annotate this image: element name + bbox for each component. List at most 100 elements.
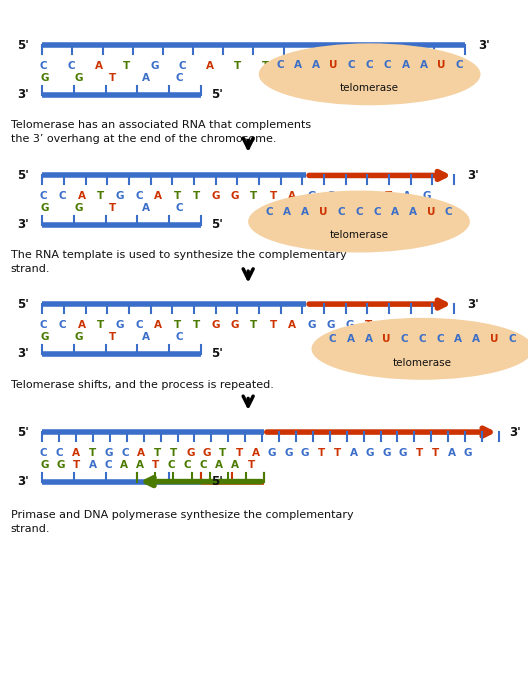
Text: C: C <box>135 320 143 330</box>
Text: 3': 3' <box>478 39 489 52</box>
Text: C: C <box>456 60 463 69</box>
Text: A: A <box>78 320 86 330</box>
Text: A: A <box>312 60 320 69</box>
Text: A: A <box>142 204 150 213</box>
Text: C: C <box>200 460 208 470</box>
Text: G: G <box>317 61 325 71</box>
Text: T: T <box>219 448 227 458</box>
Text: A: A <box>95 61 103 71</box>
Text: 3': 3' <box>467 169 479 182</box>
Text: telomerase: telomerase <box>340 83 399 93</box>
Text: 3': 3' <box>17 475 29 488</box>
Text: T: T <box>73 460 80 470</box>
Text: G: G <box>345 191 354 201</box>
Text: A: A <box>72 448 80 458</box>
Text: G: G <box>268 448 276 458</box>
Text: G: G <box>428 61 436 71</box>
Text: G: G <box>186 448 195 458</box>
Text: G: G <box>56 460 65 470</box>
Text: A: A <box>142 332 150 342</box>
Text: G: G <box>41 460 49 470</box>
Text: G: G <box>284 448 293 458</box>
Text: G: G <box>105 448 113 458</box>
Text: 3': 3' <box>17 89 29 101</box>
Ellipse shape <box>259 43 480 105</box>
Text: A: A <box>288 191 296 201</box>
Text: T: T <box>250 191 258 201</box>
Text: G: G <box>300 448 309 458</box>
Text: G: G <box>399 448 407 458</box>
Text: T: T <box>234 61 241 71</box>
Text: C: C <box>176 204 183 213</box>
Text: A: A <box>391 207 399 217</box>
Text: G: G <box>366 448 374 458</box>
Text: T: T <box>384 191 392 201</box>
Text: 5': 5' <box>211 219 223 231</box>
Text: C: C <box>59 320 66 330</box>
Text: G: G <box>74 74 83 83</box>
Text: A: A <box>364 334 373 344</box>
Text: 3': 3' <box>17 347 29 360</box>
Text: U: U <box>382 334 391 344</box>
Text: G: G <box>307 191 316 201</box>
Text: A: A <box>206 61 214 71</box>
Text: telomerase: telomerase <box>393 358 452 367</box>
Text: C: C <box>176 74 183 83</box>
Text: 5': 5' <box>17 39 29 52</box>
Text: G: G <box>307 320 316 330</box>
Text: T: T <box>171 448 177 458</box>
Text: G: G <box>211 191 220 201</box>
Text: 3': 3' <box>510 426 521 438</box>
Text: The RNA template is used to synthesize the complementary
strand.: The RNA template is used to synthesize t… <box>11 250 346 275</box>
Text: T: T <box>97 320 105 330</box>
Text: G: G <box>41 332 49 342</box>
Text: A: A <box>346 334 355 344</box>
Text: G: G <box>326 320 335 330</box>
Text: U: U <box>490 334 498 344</box>
Text: A: A <box>409 207 417 217</box>
Text: Telomerase has an associated RNA that complements
the 3’ overhang at the end of : Telomerase has an associated RNA that co… <box>11 120 310 144</box>
Text: T: T <box>365 320 372 330</box>
Text: G: G <box>74 332 83 342</box>
Text: A: A <box>154 320 162 330</box>
Text: G: G <box>202 448 211 458</box>
Text: T: T <box>193 320 200 330</box>
Text: 3': 3' <box>17 219 29 231</box>
Ellipse shape <box>248 191 470 252</box>
Text: C: C <box>121 448 129 458</box>
Text: T: T <box>109 74 116 83</box>
Text: C: C <box>445 207 452 217</box>
Text: U: U <box>437 60 446 69</box>
Text: 5': 5' <box>17 169 29 182</box>
Text: A: A <box>142 74 150 83</box>
Text: U: U <box>427 207 435 217</box>
Text: C: C <box>184 460 192 470</box>
Text: G: G <box>422 191 430 201</box>
Text: G: G <box>116 191 124 201</box>
Text: 5': 5' <box>211 475 223 488</box>
Text: A: A <box>448 448 456 458</box>
Text: T: T <box>384 320 392 330</box>
Text: C: C <box>437 334 444 344</box>
Text: T: T <box>235 448 243 458</box>
Text: 5': 5' <box>211 347 223 360</box>
Text: T: T <box>152 460 159 470</box>
Text: C: C <box>59 191 66 201</box>
Text: C: C <box>337 207 345 217</box>
Text: T: T <box>416 448 422 458</box>
Text: A: A <box>472 334 480 344</box>
Text: C: C <box>276 60 284 69</box>
Text: A: A <box>137 448 145 458</box>
Text: G: G <box>74 204 83 213</box>
Text: A: A <box>136 460 144 470</box>
Text: G: G <box>41 204 49 213</box>
Text: 5': 5' <box>17 298 29 310</box>
Text: A: A <box>154 191 162 201</box>
Ellipse shape <box>312 318 528 380</box>
Text: U: U <box>319 207 327 217</box>
Text: telomerase: telomerase <box>329 230 389 240</box>
Text: A: A <box>283 207 291 217</box>
Text: C: C <box>329 334 336 344</box>
Text: 5': 5' <box>211 89 223 101</box>
Text: A: A <box>401 60 410 69</box>
